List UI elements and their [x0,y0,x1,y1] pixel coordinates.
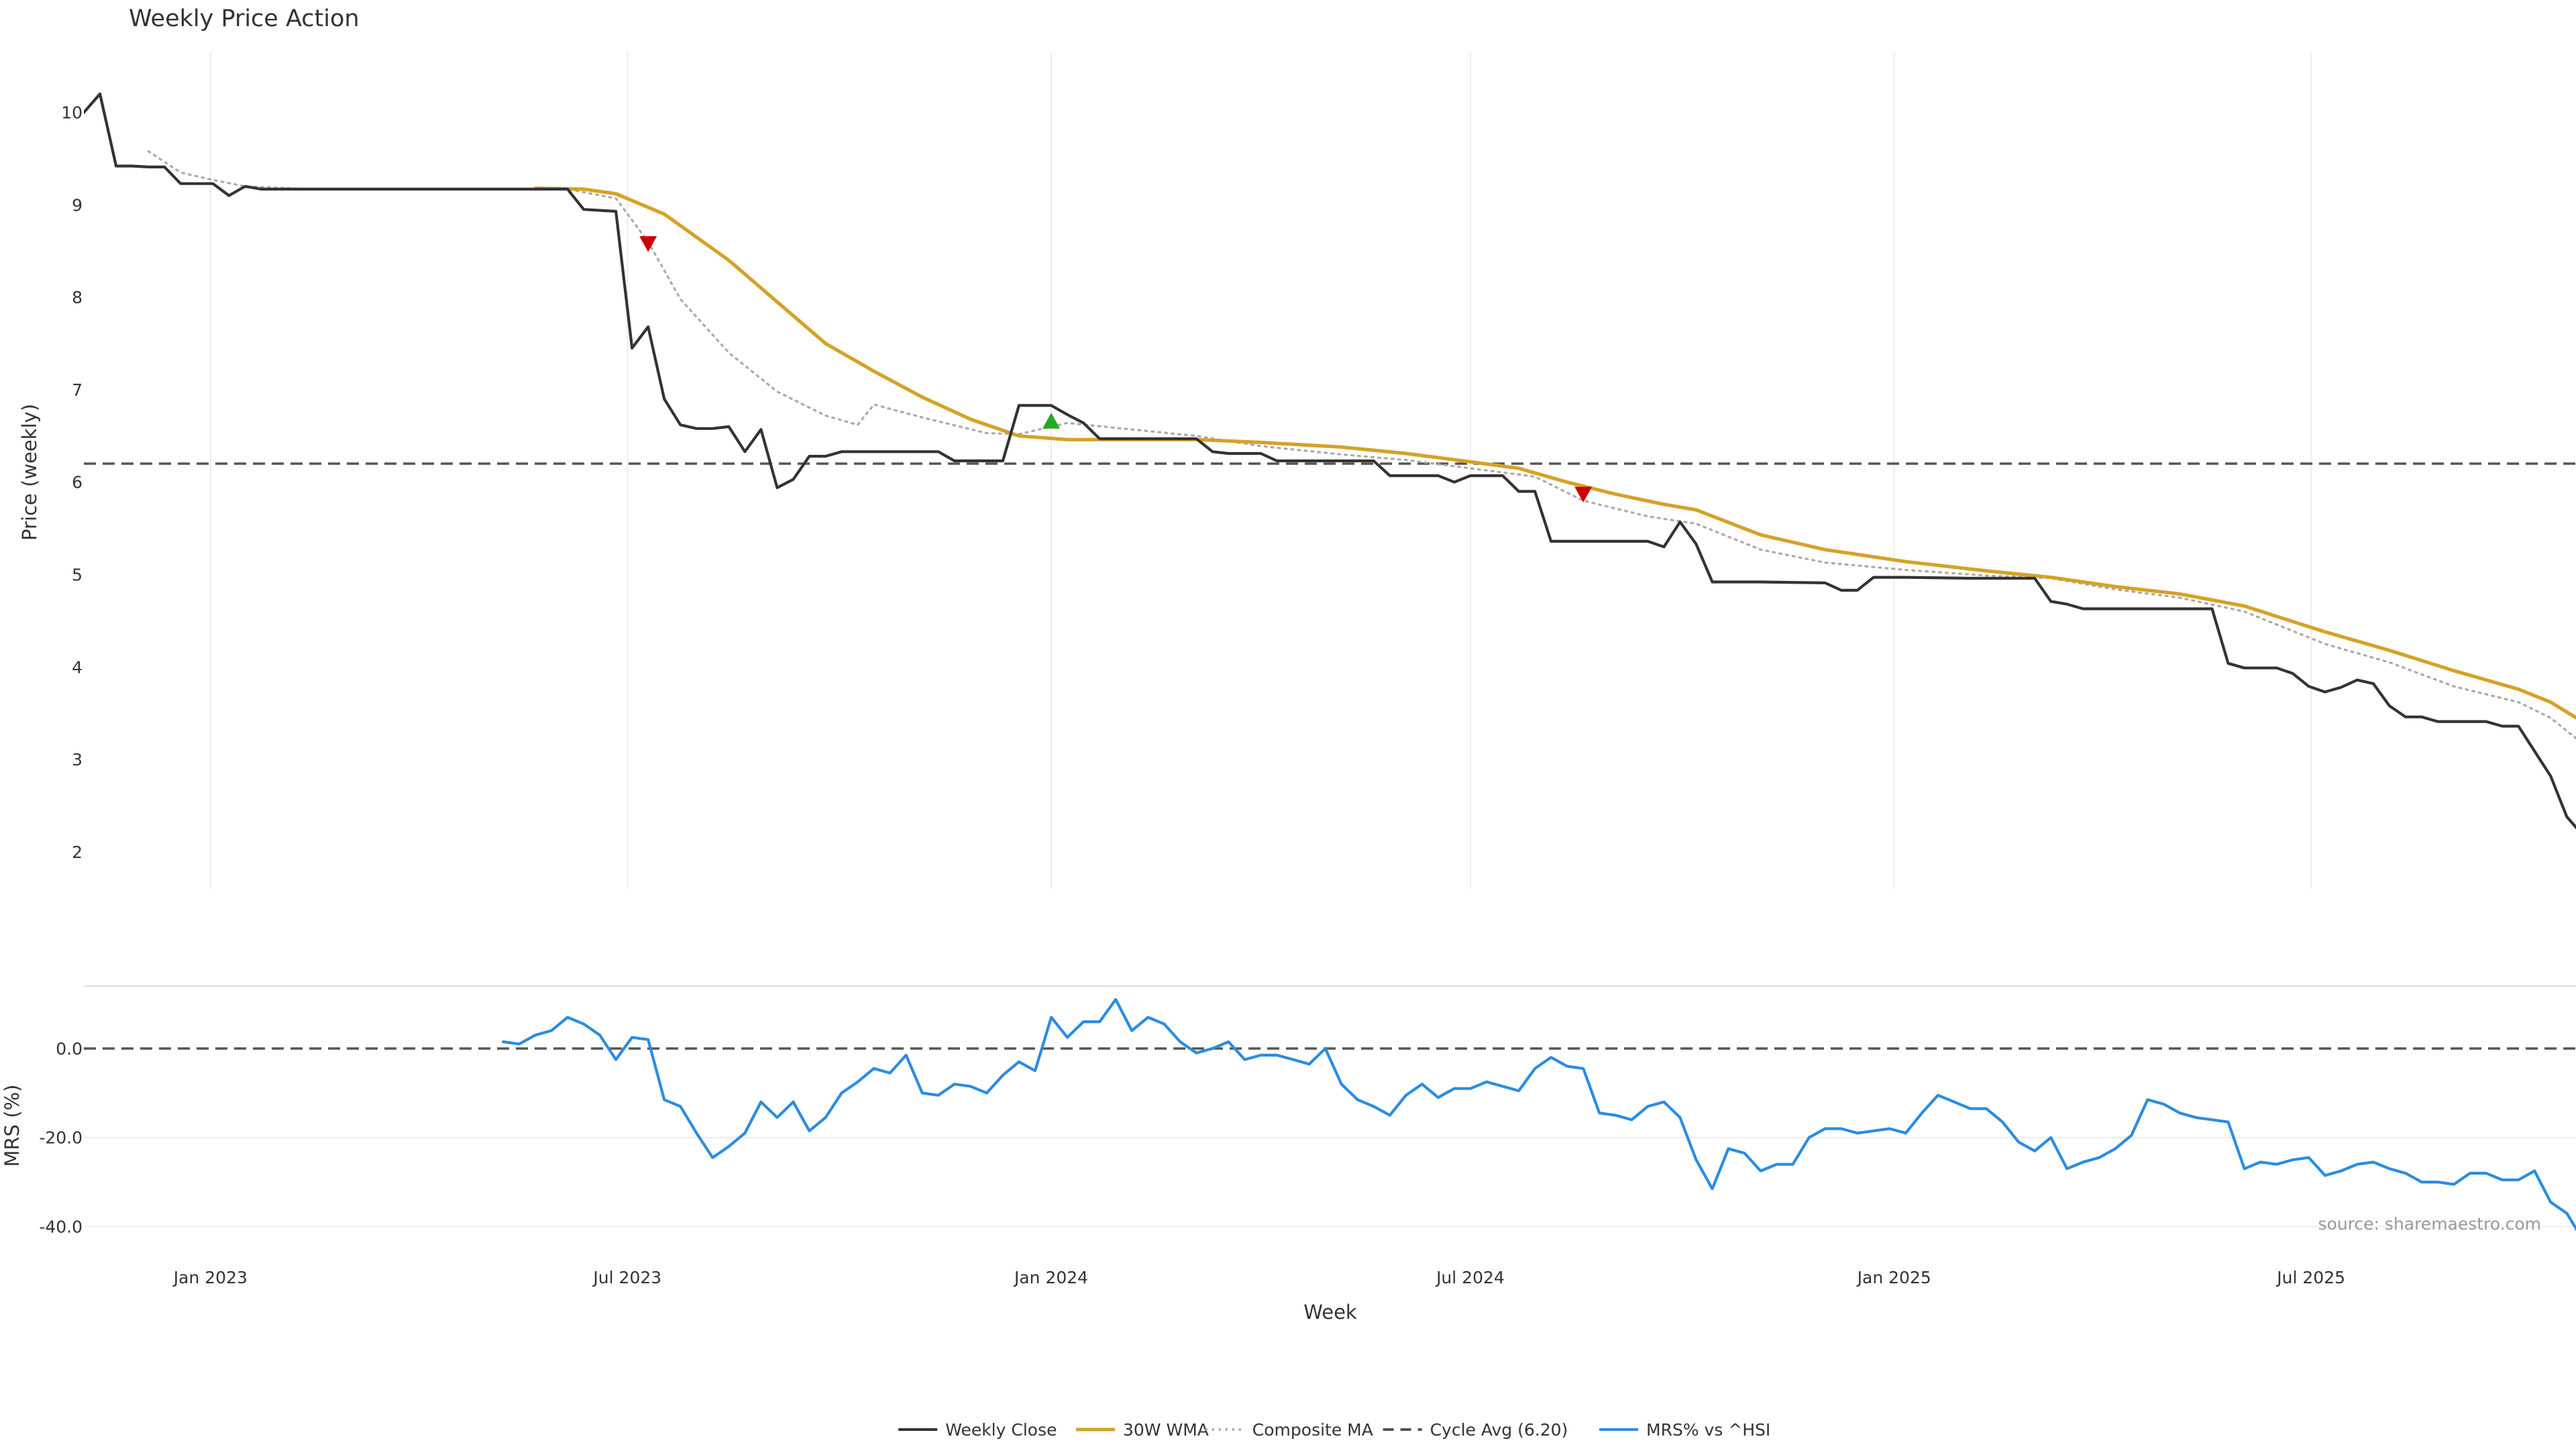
sell-signal-marker [1574,486,1593,502]
x-tick-label: Jul 2024 [1435,1268,1505,1287]
series-line-mrs-vs-hsi [501,998,2576,1232]
price-y-tick-label: 4 [72,657,83,677]
price-y-axis-label: Price (weekly) [18,404,41,541]
legend-item: Weekly Close [898,1420,1057,1440]
price-y-tick-label: 5 [72,566,83,585]
legend: Weekly Close 30W WMA Composite MA Cycle Avg… [898,1420,1770,1440]
price-y-tick-labels: 2 3 4 5 6 7 8 9 10 [61,103,83,862]
price-y-tick-label: 3 [72,750,83,769]
mrs-y-tick-label: -40.0 [39,1218,83,1237]
legend-item: Composite MA [1205,1420,1373,1440]
price-y-tick-label: 2 [72,843,83,862]
mrs-y-tick-label: -20.0 [39,1128,83,1148]
source-note: source: sharemaestro.com [2318,1214,2542,1234]
x-tick-label: Jul 2025 [2275,1268,2345,1287]
price-y-tick-label: 10 [61,103,83,123]
legend-item: MRS% vs ^HSI [1599,1420,1770,1440]
legend-label: Weekly Close [945,1420,1057,1440]
signal-markers [639,236,1593,502]
legend-label: 30W WMA [1123,1420,1209,1440]
series-line-30w-wma [533,186,2576,720]
price-series [84,92,2576,830]
price-y-tick-label: 8 [72,288,83,307]
price-y-tick-label: 7 [72,380,83,400]
mrs-series [501,998,2576,1232]
chart-title: Weekly Price Action [129,5,360,32]
series-line-composite-ma [147,150,2576,740]
x-tick-label: Jan 2025 [1856,1268,1931,1287]
mrs-y-axis-label: MRS (%) [1,1085,23,1167]
legend-item: Cycle Avg (6.20) [1383,1420,1568,1440]
price-y-tick-label: 9 [72,195,83,215]
legend-item: 30W WMA [1076,1420,1209,1440]
legend-label: Cycle Avg (6.20) [1430,1420,1568,1440]
mrs-y-tick-label: 0.0 [56,1039,83,1059]
price-panel-grid [209,52,2312,889]
x-tick-label: Jan 2023 [172,1268,248,1287]
x-tick-label: Jul 2023 [592,1268,661,1287]
sell-signal-marker [639,236,657,252]
series-line-weekly-close [84,92,2576,830]
mrs-panel-grid [84,1136,2576,1228]
x-axis-label: Week [1303,1301,1357,1324]
price-y-tick-label: 6 [72,473,83,492]
buy-signal-marker [1042,413,1061,429]
legend-label: MRS% vs ^HSI [1646,1420,1770,1440]
legend-label: Composite MA [1252,1420,1373,1440]
x-tick-labels: Jan 2023 Jul 2023 Jan 2024 Jul 2024 Jan 2025… [172,1268,2345,1287]
x-tick-label: Jan 2024 [1013,1268,1088,1287]
mrs-y-tick-labels: 0.0 -20.0 -40.0 [39,1039,83,1237]
